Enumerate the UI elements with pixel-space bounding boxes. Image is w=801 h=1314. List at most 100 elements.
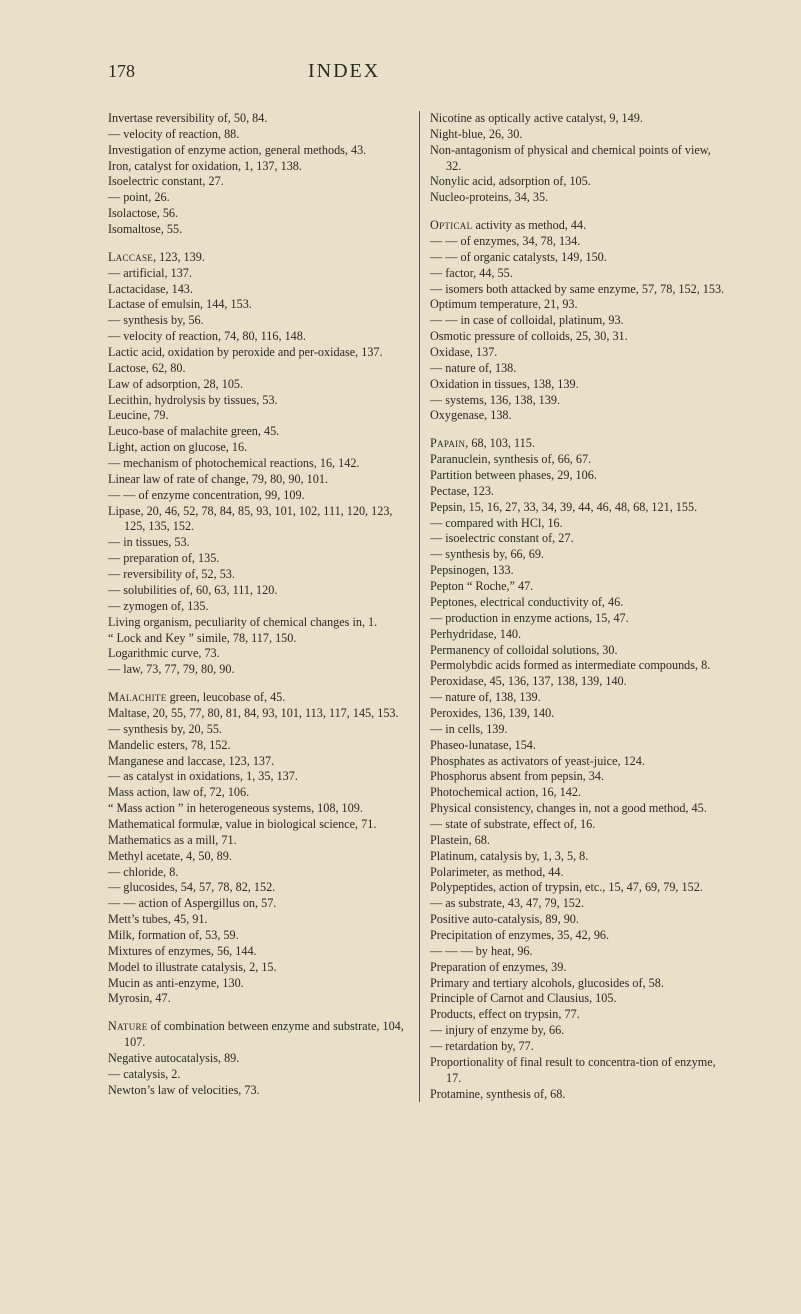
index-entry: — state of substrate, effect of, 16. (430, 817, 729, 833)
index-entry: — synthesis by, 66, 69. (430, 547, 729, 563)
index-entry: Lipase, 20, 46, 52, 78, 84, 85, 93, 101,… (108, 504, 407, 536)
index-entry: “ Lock and Key ” simile, 78, 117, 150. (108, 631, 407, 647)
header: 178 INDEX (108, 60, 729, 83)
index-entry: — artificial, 137. (108, 266, 407, 282)
index-entry: Phaseo-lunatase, 154. (430, 738, 729, 754)
index-entry: — mechanism of photochemical reactions, … (108, 456, 407, 472)
index-entry: — — in case of colloidal, platinum, 93. (430, 313, 729, 329)
index-entry: Papain, 68, 103, 115. (430, 436, 729, 452)
index-entry: — factor, 44, 55. (430, 266, 729, 282)
index-entry: Peroxidase, 45, 136, 137, 138, 139, 140. (430, 674, 729, 690)
index-entry: Phosphates as activators of yeast-juice,… (430, 754, 729, 770)
index-entry: Oxidation in tissues, 138, 139. (430, 377, 729, 393)
index-entry: Platinum, catalysis by, 1, 3, 5, 8. (430, 849, 729, 865)
index-entry: Non-antagonism of physical and chemical … (430, 143, 729, 175)
index-entry: Laccase, 123, 139. (108, 250, 407, 266)
index-entry: Primary and tertiary alcohols, glucoside… (430, 976, 729, 992)
index-entry: Linear law of rate of change, 79, 80, 90… (108, 472, 407, 488)
index-entry: Isoelectric constant, 27. (108, 174, 407, 190)
index-entry: Lactase of emulsin, 144, 153. (108, 297, 407, 313)
index-entry: Partition between phases, 29, 106. (430, 468, 729, 484)
right-column: Nicotine as optically active catalyst, 9… (419, 111, 729, 1102)
index-entry: Physical consistency, changes in, not a … (430, 801, 729, 817)
index-entry: Living organism, peculiarity of chemical… (108, 615, 407, 631)
index-entry: — production in enzyme actions, 15, 47. (430, 611, 729, 627)
index-entry: Principle of Carnot and Clausius, 105. (430, 991, 729, 1007)
index-entry: — — — by heat, 96. (430, 944, 729, 960)
index-entry: — retardation by, 77. (430, 1039, 729, 1055)
index-entry: Mass action, law of, 72, 106. (108, 785, 407, 801)
small-caps-headword: Malachite (108, 690, 167, 704)
index-entry: Peptones, electrical conductivity of, 46… (430, 595, 729, 611)
index-entry: Mixtures of enzymes, 56, 144. (108, 944, 407, 960)
index-entry: Methyl acetate, 4, 50, 89. (108, 849, 407, 865)
index-entry: Protamine, synthesis of, 68. (430, 1087, 729, 1103)
index-entry: Positive auto-catalysis, 89, 90. (430, 912, 729, 928)
page-number: 178 (108, 61, 308, 82)
index-entry: Permanency of colloidal solutions, 30. (430, 643, 729, 659)
index-entry: Preparation of enzymes, 39. (430, 960, 729, 976)
index-entry: — — of enzyme concentration, 99, 109. (108, 488, 407, 504)
index-entry: — law, 73, 77, 79, 80, 90. (108, 662, 407, 678)
index-entry: Night-blue, 26, 30. (430, 127, 729, 143)
section-gap (108, 238, 407, 250)
index-entry: — synthesis by, 20, 55. (108, 722, 407, 738)
index-entry: — reversibility of, 52, 53. (108, 567, 407, 583)
index-entry: Precipitation of enzymes, 35, 42, 96. (430, 928, 729, 944)
index-entry: — in tissues, 53. (108, 535, 407, 551)
index-entry: Pepton “ Roche,” 47. (430, 579, 729, 595)
index-entry: Photochemical action, 16, 142. (430, 785, 729, 801)
index-entry: Model to illustrate catalysis, 2, 15. (108, 960, 407, 976)
index-entry: Pepsinogen, 133. (430, 563, 729, 579)
index-entry: Products, effect on trypsin, 77. (430, 1007, 729, 1023)
index-entry: Nucleo-proteins, 34, 35. (430, 190, 729, 206)
index-entry: — nature of, 138. (430, 361, 729, 377)
index-entry: Permolybdic acids formed as intermediate… (430, 658, 729, 674)
index-entry: Nature of combination between enzyme and… (108, 1019, 407, 1051)
index-entry: — catalysis, 2. (108, 1067, 407, 1083)
section-gap (430, 424, 729, 436)
index-entry: Myrosin, 47. (108, 991, 407, 1007)
index-columns: Invertase reversibility of, 50, 84.— vel… (108, 111, 729, 1102)
index-entry: Nicotine as optically active catalyst, 9… (430, 111, 729, 127)
index-entry: Negative autocatalysis, 89. (108, 1051, 407, 1067)
index-entry: Phosphorus absent from pepsin, 34. (430, 769, 729, 785)
index-entry: Optimum temperature, 21, 93. (430, 297, 729, 313)
small-caps-headword: Nature (108, 1019, 148, 1033)
index-entry: Lecithin, hydrolysis by tissues, 53. (108, 393, 407, 409)
index-entry: “ Mass action ” in heterogeneous systems… (108, 801, 407, 817)
index-entry: — as catalyst in oxidations, 1, 35, 137. (108, 769, 407, 785)
index-entry: Osmotic pressure of colloids, 25, 30, 31… (430, 329, 729, 345)
index-entry: — chloride, 8. (108, 865, 407, 881)
index-entry: Isomaltose, 55. (108, 222, 407, 238)
index-entry: — in cells, 139. (430, 722, 729, 738)
page: 178 INDEX Invertase reversibility of, 50… (0, 0, 801, 1314)
index-entry: Nonylic acid, adsorption of, 105. (430, 174, 729, 190)
index-entry: Mathematics as a mill, 71. (108, 833, 407, 849)
index-entry: — isomers both attacked by same enzyme, … (430, 282, 729, 298)
index-entry: Optical activity as method, 44. (430, 218, 729, 234)
index-entry: — zymogen of, 135. (108, 599, 407, 615)
index-entry: Polarimeter, as method, 44. (430, 865, 729, 881)
index-entry: — preparation of, 135. (108, 551, 407, 567)
index-entry: Maltase, 20, 55, 77, 80, 81, 84, 93, 101… (108, 706, 407, 722)
index-entry: Isolactose, 56. (108, 206, 407, 222)
index-entry: Polypeptides, action of trypsin, etc., 1… (430, 880, 729, 896)
index-entry: Malachite green, leucobase of, 45. (108, 690, 407, 706)
index-entry: — velocity of reaction, 74, 80, 116, 148… (108, 329, 407, 345)
index-entry: Peroxides, 136, 139, 140. (430, 706, 729, 722)
index-entry: Paranuclein, synthesis of, 66, 67. (430, 452, 729, 468)
index-entry: Law of adsorption, 28, 105. (108, 377, 407, 393)
index-entry: — — of enzymes, 34, 78, 134. (430, 234, 729, 250)
index-entry: — — of organic catalysts, 149, 150. (430, 250, 729, 266)
index-entry: — systems, 136, 138, 139. (430, 393, 729, 409)
index-entry: — — action of Aspergillus on, 57. (108, 896, 407, 912)
index-entry: Newton’s law of velocities, 73. (108, 1083, 407, 1099)
index-entry: Proportionality of final result to conce… (430, 1055, 729, 1087)
left-column: Invertase reversibility of, 50, 84.— vel… (108, 111, 407, 1102)
small-caps-headword: Optical (430, 218, 472, 232)
index-entry: Mett’s tubes, 45, 91. (108, 912, 407, 928)
index-entry: — glucosides, 54, 57, 78, 82, 152. (108, 880, 407, 896)
index-entry: Oxidase, 137. (430, 345, 729, 361)
index-entry: Mathematical formulæ, value in biologica… (108, 817, 407, 833)
